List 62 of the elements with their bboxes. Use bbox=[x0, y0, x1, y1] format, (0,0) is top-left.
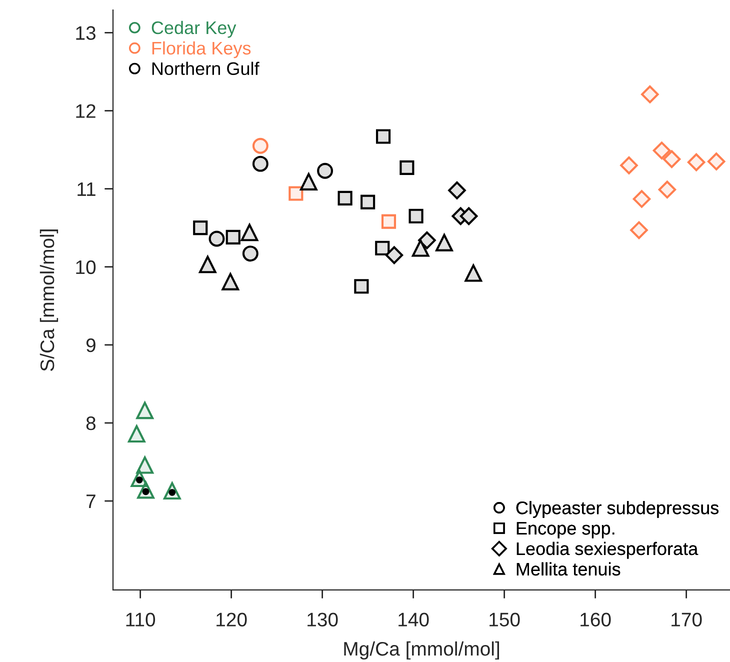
y-tick-label: 13 bbox=[76, 26, 96, 40]
point bbox=[412, 239, 430, 257]
legend-label: Northern Gulf bbox=[152, 62, 260, 76]
point bbox=[687, 153, 706, 172]
x-tick-label: 150 bbox=[490, 612, 520, 626]
point bbox=[193, 220, 208, 236]
point bbox=[707, 152, 726, 170]
y-tick-label: 11 bbox=[78, 182, 96, 196]
legend-label: Leodia sexiesperforata bbox=[516, 542, 698, 559]
legend-label: Encope spp. bbox=[516, 522, 614, 538]
y-tick-label: 12 bbox=[76, 104, 96, 118]
y-tick-label: 8 bbox=[86, 416, 96, 430]
point bbox=[376, 129, 391, 144]
y-tick-label: 10 bbox=[76, 260, 96, 274]
point bbox=[418, 231, 436, 250]
point bbox=[136, 402, 154, 420]
point bbox=[208, 230, 225, 247]
point bbox=[400, 160, 414, 176]
point bbox=[360, 194, 376, 210]
legend-label: Mellita tenuis bbox=[516, 562, 620, 576]
point bbox=[620, 156, 638, 174]
x-tick-label: 140 bbox=[398, 612, 429, 626]
legend-label: Florida Keys bbox=[152, 41, 251, 58]
point bbox=[128, 425, 146, 443]
point bbox=[632, 190, 651, 208]
point bbox=[198, 256, 216, 274]
point bbox=[226, 230, 240, 244]
point bbox=[288, 186, 304, 201]
point bbox=[460, 207, 478, 226]
point bbox=[354, 279, 369, 294]
point bbox=[222, 272, 240, 290]
point bbox=[658, 180, 676, 198]
x-tick-label: 170 bbox=[672, 612, 702, 626]
x-tick-label: 130 bbox=[308, 612, 338, 626]
point bbox=[464, 264, 482, 282]
y-axis-title: S/Ca [mmol/mol] bbox=[40, 230, 58, 371]
point bbox=[252, 156, 268, 172]
x-axis-title: Mg/Ca [mmol/mol] bbox=[344, 641, 499, 660]
point bbox=[317, 162, 334, 179]
point bbox=[240, 224, 258, 242]
point bbox=[375, 240, 390, 256]
point bbox=[338, 190, 352, 206]
legend-label: Cedar Key bbox=[152, 20, 236, 38]
y-tick-label: 7 bbox=[86, 494, 96, 508]
x-tick-label: 160 bbox=[580, 612, 611, 626]
point bbox=[641, 85, 659, 104]
point bbox=[136, 456, 154, 474]
point bbox=[652, 142, 671, 160]
point bbox=[381, 214, 396, 229]
x-tick-label: 110 bbox=[126, 612, 156, 626]
point bbox=[300, 173, 318, 190]
y-tick-label: 9 bbox=[86, 338, 96, 352]
legend-label: Clypeaster subdepressus bbox=[516, 500, 719, 518]
point bbox=[448, 181, 466, 200]
point bbox=[436, 234, 453, 252]
x-tick-label: 120 bbox=[216, 612, 247, 626]
point bbox=[252, 138, 268, 154]
point bbox=[630, 221, 648, 240]
point bbox=[242, 246, 258, 262]
point bbox=[662, 150, 681, 168]
point bbox=[385, 246, 404, 264]
point bbox=[408, 208, 424, 224]
